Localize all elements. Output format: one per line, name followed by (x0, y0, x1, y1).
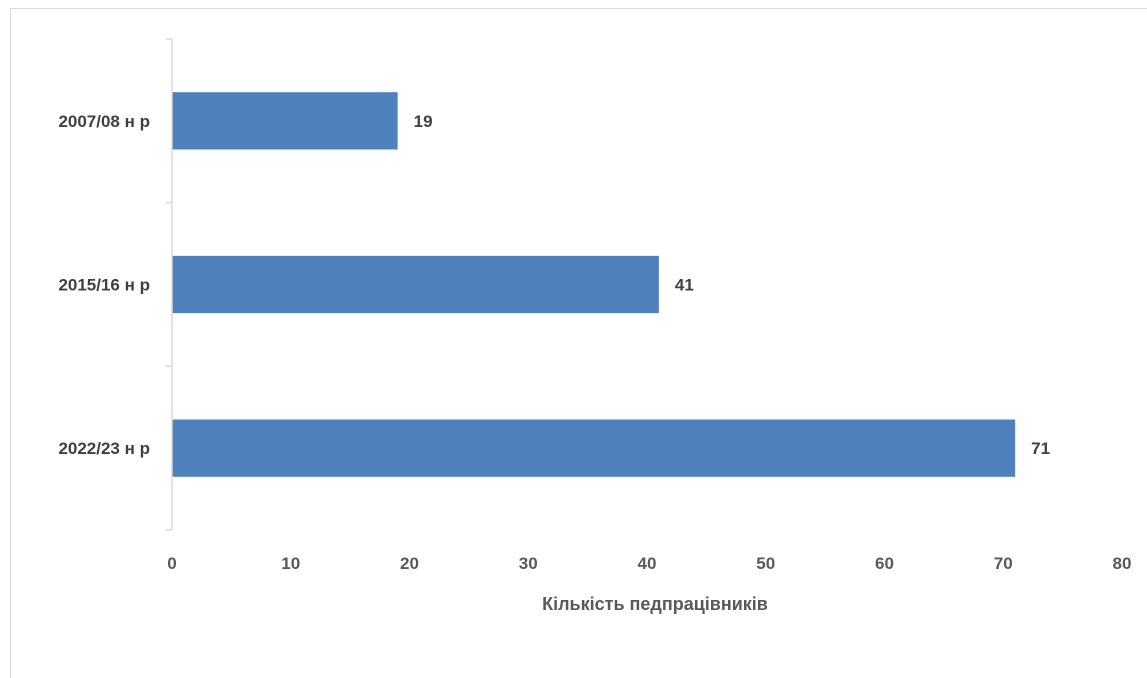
x-tick-label: 40 (638, 554, 657, 573)
data-labels: 19 41 71 (414, 112, 1050, 458)
category-label: 2022/23 н р (58, 439, 150, 458)
data-label: 71 (1031, 439, 1050, 458)
x-tick-label: 30 (519, 554, 538, 573)
x-tick-label: 80 (1113, 554, 1132, 573)
category-labels: 2007/08 н р 2015/16 н р 2022/23 н р (58, 112, 150, 458)
x-tick-label: 60 (875, 554, 894, 573)
data-label: 19 (414, 112, 433, 131)
bar (172, 255, 659, 314)
bars-group (172, 92, 1016, 477)
x-axis-tick-labels: 0 10 20 30 40 50 60 70 80 (167, 554, 1131, 573)
category-label: 2015/16 н р (58, 276, 150, 295)
y-axis-tick-marks (166, 38, 172, 531)
x-tick-label: 70 (994, 554, 1013, 573)
x-tick-label: 20 (400, 554, 419, 573)
x-tick-label: 10 (281, 554, 300, 573)
bar (172, 92, 398, 150)
x-axis-title: Кількість педпрацівників (542, 594, 768, 614)
data-label: 41 (675, 276, 694, 295)
x-tick-label: 0 (167, 554, 176, 573)
chart-area (10, 8, 1147, 678)
x-tick-label: 50 (756, 554, 775, 573)
bar (172, 419, 1016, 477)
category-label: 2007/08 н р (58, 112, 150, 131)
